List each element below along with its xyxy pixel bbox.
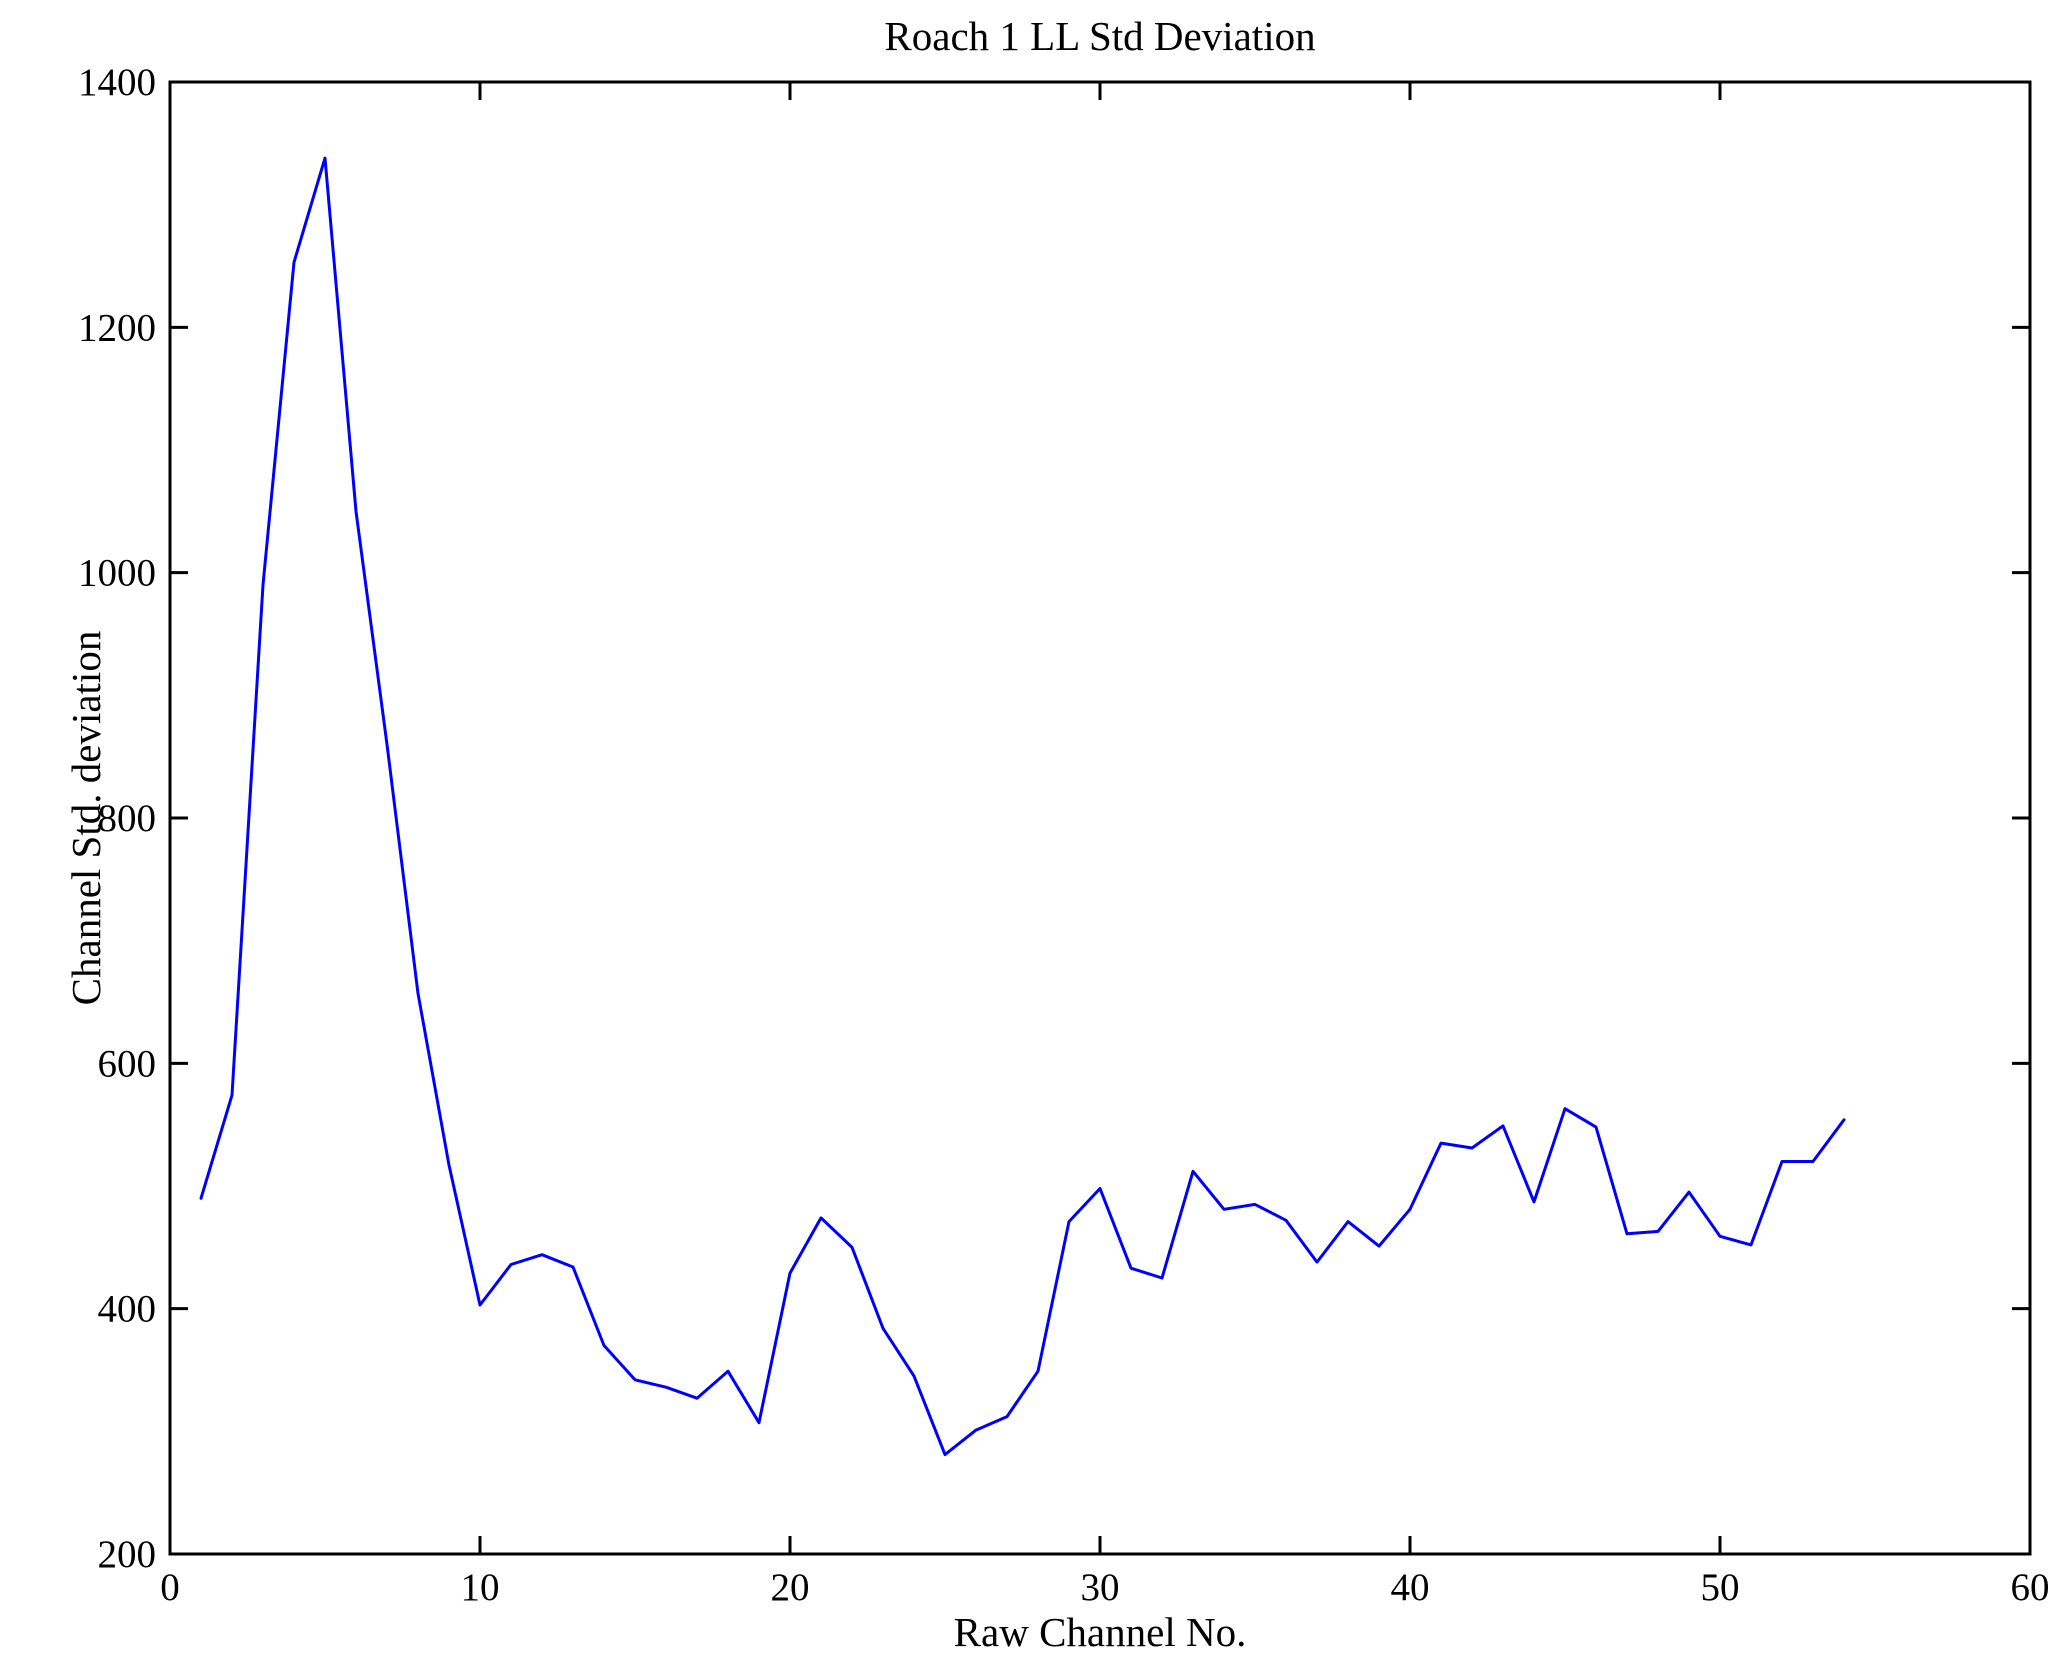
x-tick-label: 10 bbox=[461, 1566, 500, 1609]
y-tick-label: 1000 bbox=[78, 552, 156, 595]
y-tick-label: 800 bbox=[98, 797, 157, 840]
x-tick-label: 40 bbox=[1391, 1566, 1430, 1609]
y-tick-label: 200 bbox=[98, 1533, 157, 1576]
x-tick-label: 60 bbox=[2011, 1566, 2050, 1609]
x-tick-label: 30 bbox=[1081, 1566, 1120, 1609]
x-tick-label: 20 bbox=[771, 1566, 810, 1609]
y-tick-label: 400 bbox=[98, 1288, 157, 1331]
y-tick-label: 1200 bbox=[78, 306, 156, 349]
x-tick-label: 50 bbox=[1701, 1566, 1740, 1609]
y-tick-label: 1400 bbox=[78, 61, 156, 104]
x-axis-label: Raw Channel No. bbox=[953, 1609, 1247, 1655]
chart-title: Roach 1 LL Std Deviation bbox=[884, 13, 1316, 59]
y-tick-label: 600 bbox=[98, 1042, 157, 1085]
x-tick-label: 0 bbox=[160, 1566, 180, 1609]
data-line bbox=[199, 156, 1846, 1457]
plot-border bbox=[168, 80, 2032, 1556]
